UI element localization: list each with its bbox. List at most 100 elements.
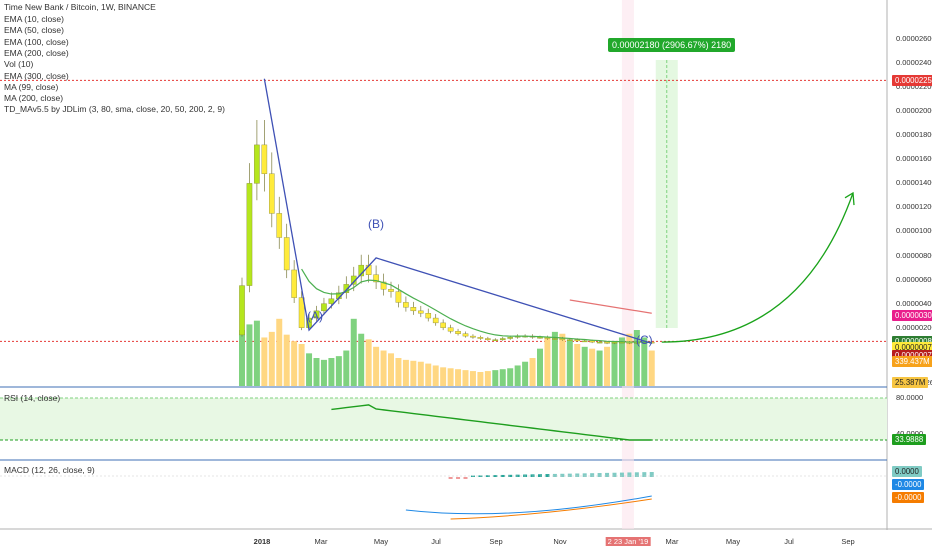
volume-bar xyxy=(253,320,260,386)
legend-item[interactable]: EMA (200, close) xyxy=(4,47,69,58)
projection-arrow xyxy=(661,192,854,343)
volume-bar xyxy=(343,350,350,386)
price-tag: 25.387M xyxy=(892,377,929,388)
candle xyxy=(269,173,275,214)
volume-bar xyxy=(365,339,372,386)
macd-histogram-bar xyxy=(605,472,610,477)
macd-line xyxy=(405,495,652,515)
volume-bar xyxy=(268,331,275,386)
volume-bar xyxy=(298,344,305,386)
candle xyxy=(298,297,305,328)
time-cursor-label: 2 23 Jan '19 xyxy=(605,537,651,546)
volume-bar xyxy=(484,371,491,386)
candle xyxy=(432,317,439,324)
volume-bar xyxy=(328,358,335,386)
legend-item[interactable]: EMA (50, close) xyxy=(4,25,64,36)
volume-bar xyxy=(544,337,551,386)
time-label: Jul xyxy=(431,537,441,546)
candle xyxy=(425,313,432,319)
candle xyxy=(611,341,618,344)
volume-bar xyxy=(425,363,432,386)
candle xyxy=(261,144,268,174)
range-measure-label: 0.00002180 (2906.67%) 2180 xyxy=(608,38,736,52)
candle xyxy=(291,269,297,298)
candle xyxy=(574,339,581,342)
price-tick: 0.00001600 xyxy=(896,154,932,164)
macd-histogram-bar xyxy=(500,474,505,477)
macd-histogram-bar xyxy=(485,475,490,477)
candle xyxy=(604,341,610,344)
macd-histogram-bar xyxy=(590,473,595,477)
volume-bar xyxy=(350,318,357,386)
volume-bar xyxy=(566,339,573,386)
macd-tag: -0.0000 xyxy=(892,492,925,503)
volume-bar xyxy=(477,372,484,386)
volume-bar xyxy=(402,359,409,386)
volume-bar xyxy=(440,367,447,386)
price-tag: 0.00000075 xyxy=(892,341,932,353)
legend-item[interactable]: MA (200, close) xyxy=(4,93,64,104)
volume-bar xyxy=(514,365,521,386)
volume-bar xyxy=(492,370,499,386)
volume-bar xyxy=(313,358,320,386)
wave-b-label: (B) xyxy=(368,217,384,231)
price-tick: 0.00002200 xyxy=(896,82,932,92)
candle xyxy=(485,338,491,340)
volume-bar xyxy=(447,368,454,386)
volume-bar xyxy=(410,360,417,386)
candle xyxy=(447,327,454,332)
candle xyxy=(328,298,335,304)
price-tag: 339.437M xyxy=(892,356,932,367)
candle xyxy=(440,322,446,328)
macd-histogram-bar xyxy=(642,472,647,477)
rsi-value-tag: 33.9888 xyxy=(892,434,927,445)
candle xyxy=(470,335,476,338)
candle xyxy=(567,339,573,341)
candle xyxy=(395,291,402,303)
legend-item[interactable]: EMA (10, close) xyxy=(4,14,64,24)
candle xyxy=(552,338,558,340)
candle xyxy=(313,310,320,319)
rsi-title: RSI (14, close) xyxy=(4,393,61,403)
price-tick: 0.00002600 xyxy=(896,34,932,44)
volume-bar xyxy=(574,344,581,386)
candle xyxy=(596,341,603,344)
volume-bar xyxy=(276,318,283,386)
macd-histogram-bar xyxy=(530,474,535,477)
volume-bar xyxy=(462,370,469,386)
candle xyxy=(283,237,290,271)
candle xyxy=(254,144,260,184)
legend-item[interactable]: Vol (10) xyxy=(4,59,34,70)
volume-bar xyxy=(596,350,603,386)
volume-bar xyxy=(432,365,439,386)
macd-histogram-bar xyxy=(612,472,617,477)
price-tag: 0.00000303 xyxy=(892,310,932,322)
macd-histogram-bar xyxy=(463,477,468,479)
legend-item[interactable]: EMA (100, close) xyxy=(4,36,69,47)
ema-line xyxy=(301,268,652,343)
candle xyxy=(507,337,514,339)
candle xyxy=(350,275,357,285)
macd-histogram-bar xyxy=(552,473,557,477)
wave-line xyxy=(263,78,652,344)
volume-bar xyxy=(626,333,633,386)
price-tick: 0.00002000 xyxy=(896,106,932,116)
volume-bar xyxy=(395,358,402,386)
volume-bar xyxy=(261,337,268,386)
volume-bar xyxy=(551,331,558,386)
volume-bar xyxy=(306,353,313,386)
macd-histogram-bar xyxy=(545,474,550,477)
macd-histogram-bar xyxy=(634,472,639,477)
volume-bar xyxy=(283,334,290,386)
ma-line xyxy=(569,299,652,314)
legend-item[interactable]: MA (99, close) xyxy=(4,81,59,92)
price-tick: 0.00000600 xyxy=(896,274,932,284)
time-label: May xyxy=(373,537,389,546)
legend-item[interactable]: EMA (300, close) xyxy=(4,70,69,81)
macd-histogram-bar xyxy=(627,472,632,477)
time-label: Jul xyxy=(784,537,794,546)
legend-item[interactable]: TD_MAv5.5 by JDLim (3, 80, sma, close, 2… xyxy=(4,104,225,115)
volume-bar xyxy=(373,346,380,386)
